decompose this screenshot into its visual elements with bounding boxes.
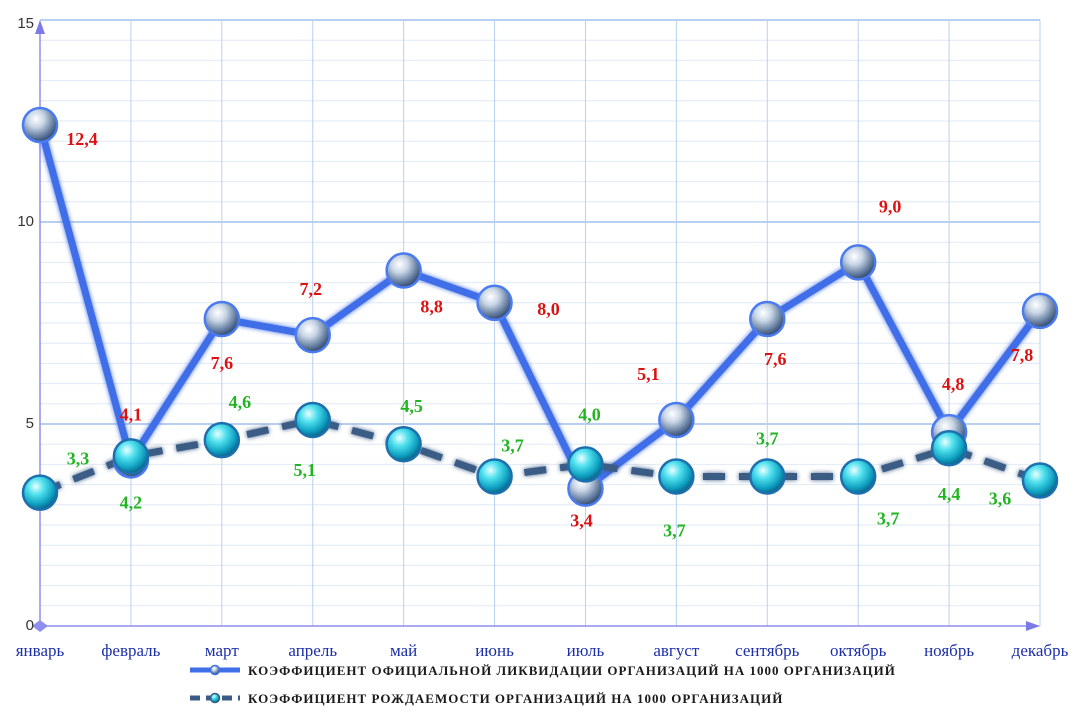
- y-axis-arrow: [35, 20, 45, 34]
- data-label: 4,0: [578, 404, 601, 424]
- series-markers: [21, 106, 1059, 511]
- axis-origin-marker: [32, 620, 48, 632]
- data-point: [203, 421, 241, 459]
- data-label: 8,8: [420, 296, 443, 316]
- data-point: [21, 474, 59, 511]
- x-tick-label: апрель: [288, 641, 337, 660]
- data-label: 8,0: [537, 299, 560, 319]
- data-label: 5,1: [637, 364, 660, 384]
- x-tick-label: сентябрь: [735, 641, 800, 660]
- data-label: 4,8: [942, 374, 965, 394]
- data-label: 4,2: [120, 492, 143, 512]
- data-label: 9,0: [879, 196, 902, 216]
- data-point: [658, 401, 695, 439]
- data-point: [658, 458, 695, 495]
- data-label: 4,4: [938, 484, 961, 504]
- series-line-1: [36, 121, 1044, 493]
- x-tick-label: февраль: [101, 641, 160, 660]
- data-point: [749, 458, 786, 495]
- data-point: [476, 284, 513, 322]
- data-label: 7,6: [764, 349, 787, 369]
- x-tick-label: июнь: [475, 641, 514, 660]
- grid: [39, 19, 1041, 627]
- data-point: [839, 458, 877, 495]
- x-tick-label: март: [205, 641, 239, 660]
- x-tick-label: ноябрь: [924, 641, 974, 660]
- data-label: 7,6: [211, 353, 234, 373]
- data-label: 3,7: [756, 429, 779, 449]
- data-point: [385, 425, 422, 463]
- data-point: [112, 438, 150, 475]
- data-point: [839, 244, 877, 281]
- legend-label: КОЭФФИЦИЕНТ ОФИЦИАЛЬНОЙ ЛИКВИДАЦИИ ОРГАН…: [248, 663, 896, 678]
- data-labels: 12,4 4,1 7,6 7,2 8,8 8,0 3,4 5,1 7,6 9,0 4,8 7,8 3,3…: [66, 129, 1033, 540]
- y-tick-label: 15: [17, 15, 34, 32]
- data-point: [294, 401, 331, 439]
- data-point: [567, 446, 604, 483]
- legend-marker: [209, 664, 221, 676]
- legend: КОЭФФИЦИЕНТ ОФИЦИАЛЬНОЙ ЛИКВИДАЦИИ ОРГАН…: [190, 663, 896, 706]
- data-point: [476, 458, 513, 495]
- data-label: 4,5: [400, 396, 423, 416]
- x-tick-label: октябрь: [830, 641, 887, 660]
- data-label: 12,4: [66, 129, 98, 149]
- y-tick-label: 5: [26, 415, 34, 432]
- data-label: 5,1: [293, 460, 316, 480]
- data-point: [294, 316, 331, 354]
- data-label: 4,1: [120, 404, 143, 424]
- data-point: [21, 106, 59, 144]
- data-point: [749, 300, 786, 338]
- data-label: 3,7: [877, 509, 900, 529]
- data-point: [203, 300, 241, 338]
- x-axis-arrow: [1026, 621, 1040, 631]
- legend-marker: [209, 692, 221, 704]
- data-label: 3,7: [663, 521, 686, 541]
- data-label: 3,6: [989, 489, 1012, 509]
- y-tick-label: 10: [17, 213, 34, 230]
- data-label: 3,3: [67, 449, 90, 469]
- y-tick-label: 0: [26, 617, 34, 634]
- x-tick-label: август: [653, 641, 700, 660]
- legend-label: КОЭФФИЦИЕНТ РОЖДАЕМОСТИ ОРГАНИЗАЦИЙ НА 1…: [248, 691, 783, 706]
- series-lines: [36, 121, 1044, 496]
- data-label: 7,8: [1011, 345, 1034, 365]
- data-label: 3,4: [570, 511, 593, 531]
- series-line-2: [38, 416, 1042, 496]
- data-point: [1021, 292, 1059, 330]
- axes: 0 5 10 15 январь февраль март апрель май июнь июль…: [16, 15, 1069, 660]
- data-label: 7,2: [299, 279, 322, 299]
- data-point: [930, 429, 968, 467]
- data-label: 4,6: [229, 392, 252, 412]
- x-tick-label: июль: [567, 641, 605, 660]
- data-label: 3,7: [501, 436, 524, 456]
- x-tick-label: январь: [16, 641, 65, 660]
- data-point: [385, 252, 422, 289]
- x-tick-label: май: [390, 641, 417, 660]
- data-point: [1021, 462, 1059, 499]
- x-tick-label: декабрь: [1012, 641, 1069, 660]
